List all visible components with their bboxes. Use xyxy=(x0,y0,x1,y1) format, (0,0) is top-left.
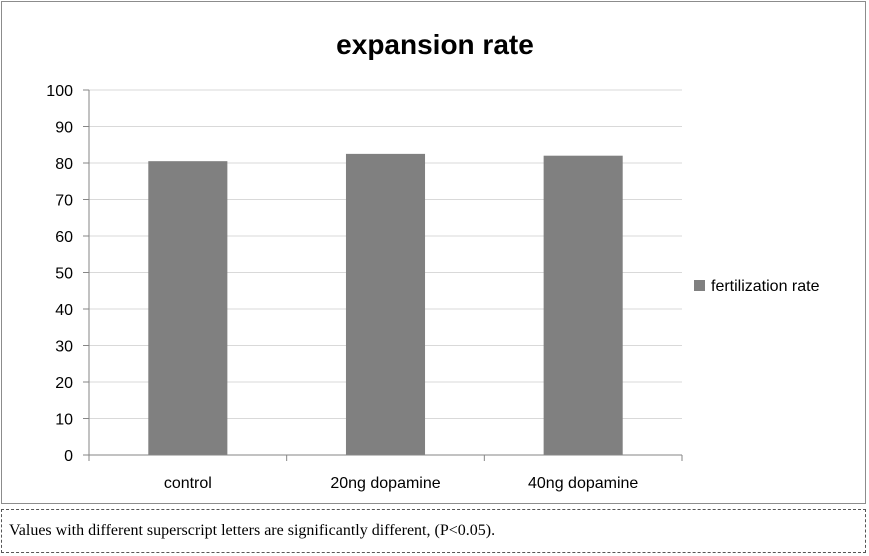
bar-chart: expansion rate 0 10 20 30 40 50 60 70 80 90 100 con… xyxy=(46,29,820,492)
y-tick-label: 100 xyxy=(46,83,73,100)
y-tick-label: 90 xyxy=(55,120,73,137)
bar xyxy=(148,161,228,456)
legend: fertilization rate xyxy=(694,278,820,295)
chart-title: expansion rate xyxy=(336,29,534,60)
chart-frame: expansion rate 0 10 20 30 40 50 60 70 80 90 100 con… xyxy=(1,1,866,504)
x-tick-label: 40ng dopamine xyxy=(528,475,638,492)
y-tick-label: 40 xyxy=(55,302,73,319)
y-tick-label: 20 xyxy=(55,375,73,392)
x-tick-label: control xyxy=(164,475,212,492)
y-tick-label: 80 xyxy=(55,156,73,173)
table-footnote: Values with different superscript letter… xyxy=(1,509,866,553)
y-tick-label: 0 xyxy=(64,448,73,465)
y-tick-label: 50 xyxy=(55,266,73,283)
bar xyxy=(543,155,623,455)
bars xyxy=(148,153,623,456)
footnote-text: Values with different superscript letter… xyxy=(9,522,496,539)
y-tick-label: 10 xyxy=(55,412,73,429)
y-tick-label: 30 xyxy=(55,339,73,356)
axes: 0 10 20 30 40 50 60 70 80 90 100 control 20ng dopami… xyxy=(46,83,683,492)
legend-label: fertilization rate xyxy=(711,278,820,295)
legend-swatch xyxy=(694,280,705,291)
y-tick-label: 60 xyxy=(55,229,73,246)
bar xyxy=(345,153,426,455)
y-tick-label: 70 xyxy=(55,193,73,210)
x-tick-label: 20ng dopamine xyxy=(330,475,440,492)
